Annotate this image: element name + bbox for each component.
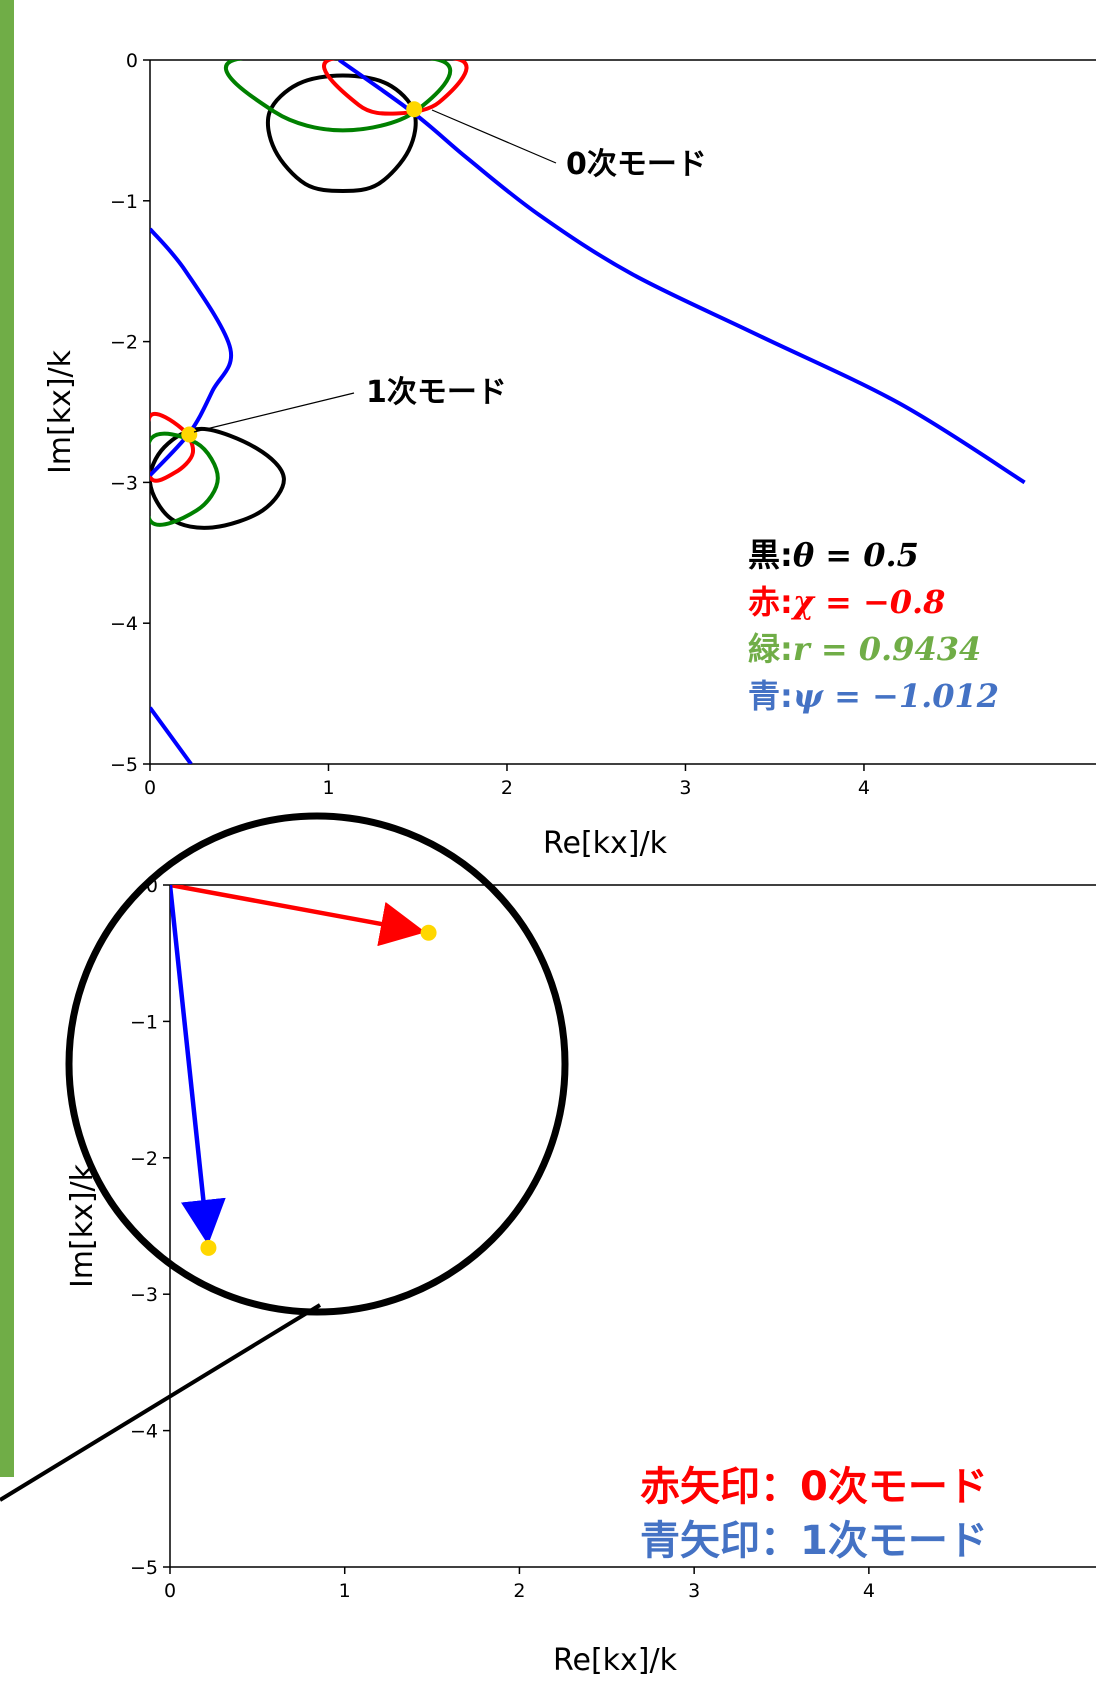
mode0-label: 0次モード — [566, 147, 707, 182]
y-tick-label: 0 — [126, 50, 138, 72]
param-expression: χ = −0.8 — [791, 583, 946, 621]
black-curve — [150, 426, 286, 530]
x-tick-label: 2 — [501, 777, 513, 799]
x-tick-label: 2 — [513, 1580, 525, 1602]
top-plot-curves — [150, 60, 1026, 764]
y-tick-label: −5 — [110, 754, 138, 776]
mode1-leader — [193, 392, 355, 433]
x-tick-label: 4 — [858, 777, 870, 799]
x-tick-label: 0 — [164, 1580, 176, 1602]
top-plot: 0 1 2 3 4 0 −1 −2 −3 −4 −5 Re[kx]/k Im[kx]/k 0次モード 1… — [43, 50, 1096, 861]
mode-point — [406, 101, 423, 118]
blue-curve — [150, 706, 193, 764]
y-tick-label: −5 — [130, 1557, 158, 1579]
param-line: 黒:θ = 0.5 — [748, 536, 919, 574]
black-curve — [265, 73, 418, 193]
blue-arrow — [170, 885, 226, 1245]
y-axis-label: Im[kx]/k — [65, 1163, 100, 1288]
param-expression: r = 0.9434 — [793, 630, 981, 668]
green-curve — [224, 60, 453, 133]
param-expression: θ = 0.5 — [793, 536, 919, 574]
arrow-endpoint — [200, 1239, 217, 1256]
y-tick-label: −3 — [110, 472, 138, 494]
zoom-circle — [65, 812, 569, 1316]
x-tick-label: 1 — [339, 1580, 351, 1602]
y-axis-label: Im[kx]/k — [43, 349, 78, 474]
bottom-plot: 0 1 2 3 40−1−2−3−4−5Re[kx]/kIm[kx]/k 赤矢印：0次モ… — [65, 875, 1096, 1678]
x-tick-label: 3 — [679, 777, 691, 799]
x-tick-label: 1 — [322, 777, 334, 799]
top-plot-annotations: 0次モード 1次モード — [193, 109, 707, 433]
x-axis-label: Re[kx]/k — [543, 826, 668, 861]
x-tick-label: 0 — [144, 777, 156, 799]
x-axis-label: Re[kx]/k — [553, 1643, 678, 1678]
mode0-leader — [431, 109, 557, 164]
y-tick-label: −4 — [130, 1421, 158, 1443]
y-tick-label: −2 — [130, 1148, 158, 1170]
zoom-connector — [0, 1303, 322, 1502]
mode1-label: 1次モード — [366, 375, 507, 410]
y-tick-label: −2 — [110, 332, 138, 354]
y-tick-label: −4 — [110, 613, 138, 635]
zoom-callout — [0, 812, 569, 1502]
y-tick-label: −3 — [130, 1284, 158, 1306]
red-curve — [322, 60, 469, 116]
param-prefix: 黒: — [748, 536, 793, 574]
red-arrow — [170, 885, 426, 947]
param-prefix: 青: — [748, 677, 793, 715]
param-prefix: 緑: — [748, 630, 793, 668]
red-curve — [150, 411, 196, 483]
param-line: 青:ψ = −1.012 — [748, 677, 999, 715]
mode-point — [181, 426, 198, 443]
arrow-endpoint — [420, 924, 437, 941]
arrow-legend-line: 赤矢印：0次モード — [640, 1464, 988, 1510]
top-plot-axes: 0 1 2 3 4 0 −1 −2 −3 −4 −5 Re[kx]/k Im[kx]/k — [43, 50, 1096, 861]
bottom-plot-arrows — [170, 885, 437, 1256]
arrow-legend-line: 青矢印：1次モード — [640, 1518, 988, 1564]
param-expression: ψ = −1.012 — [793, 677, 999, 715]
x-tick-label: 3 — [688, 1580, 700, 1602]
y-tick-label: −1 — [110, 191, 138, 213]
param-line: 緑:r = 0.9434 — [748, 630, 981, 668]
param-prefix: 赤: — [748, 583, 793, 621]
x-tick-label: 4 — [863, 1580, 875, 1602]
blue-curve — [338, 60, 1026, 485]
y-tick-label: −1 — [130, 1011, 158, 1033]
param-line: 赤:χ = −0.8 — [748, 583, 945, 621]
green-accent-bar — [0, 0, 14, 1477]
green-curve — [150, 431, 220, 527]
bottom-plot-axes: 0 1 2 3 40−1−2−3−4−5Re[kx]/kIm[kx]/k — [65, 875, 1096, 1678]
